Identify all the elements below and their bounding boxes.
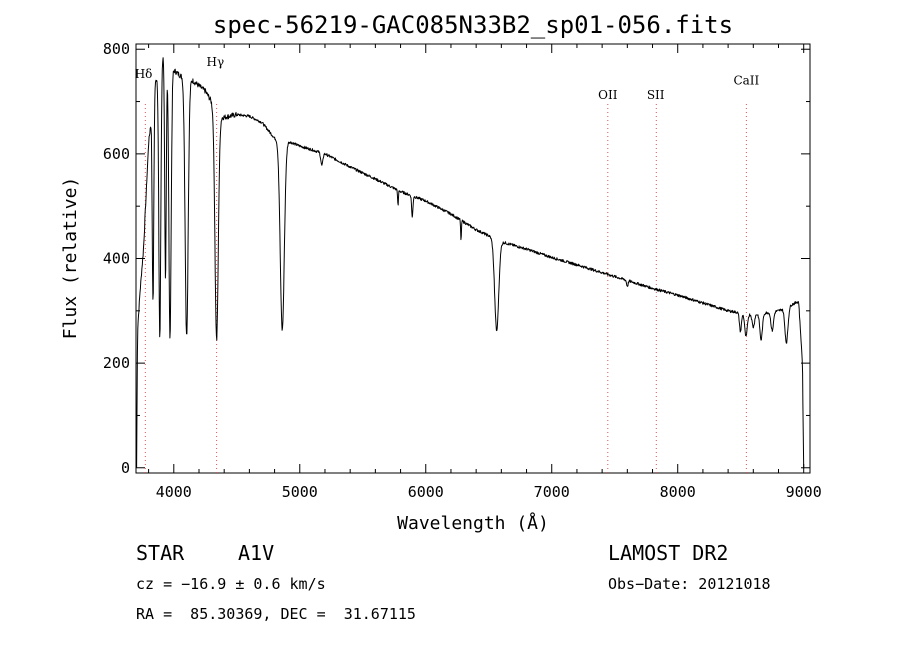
sky-coordinates: RA = 85.30369, DEC = 31.67115 [136, 605, 416, 623]
spectrum-line [136, 57, 805, 469]
plot-frame [135, 43, 811, 474]
y-tick-label: 800 [103, 40, 130, 58]
axis-ticks: 4000 5000 6000 7000 8000 9000 0 200 400 600 800 [103, 40, 822, 501]
annotation-hγ: Hγ [207, 55, 225, 69]
x-tick-label: 7000 [534, 483, 570, 501]
y-axis-label: Flux (relative) [60, 177, 81, 340]
annotation-hδ: Hδ [135, 67, 153, 81]
spectral-subclass: A1V [238, 541, 275, 565]
x-tick-label: 4000 [156, 483, 192, 501]
observation-date: Obs−Date: 20121018 [608, 575, 771, 593]
y-tick-label: 200 [103, 354, 130, 372]
x-tick-label: 8000 [660, 483, 696, 501]
redshift-velocity: cz = −16.9 ± 0.6 km/s [136, 575, 326, 593]
x-tick-label: 5000 [282, 483, 318, 501]
line-annotations: Hδ Hγ OII SII CaII [135, 55, 760, 102]
x-tick-label: 6000 [408, 483, 444, 501]
object-type: STAR [136, 541, 185, 565]
annotation-oii: OII [598, 88, 618, 102]
y-tick-label: 600 [103, 145, 130, 163]
survey-name: LAMOST DR2 [608, 541, 729, 565]
annotation-sii: SII [647, 88, 665, 102]
emission-line-markers [144, 101, 747, 473]
annotation-caii: CaII [733, 73, 759, 87]
chart-title: spec-56219-GAC085N33B2_sp01-056.fits [213, 11, 733, 39]
x-tick-label: 9000 [786, 483, 822, 501]
x-axis-label: Wavelength (Å) [397, 512, 549, 534]
y-tick-label: 0 [121, 459, 130, 477]
y-tick-label: 400 [103, 250, 130, 268]
